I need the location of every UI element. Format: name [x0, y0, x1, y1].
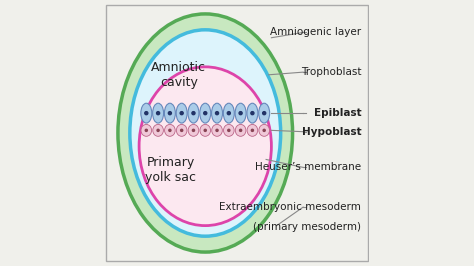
- Circle shape: [145, 112, 148, 115]
- Ellipse shape: [211, 103, 222, 123]
- Circle shape: [204, 129, 206, 131]
- Circle shape: [239, 112, 242, 115]
- Ellipse shape: [164, 103, 175, 123]
- Circle shape: [168, 112, 172, 115]
- Circle shape: [156, 112, 160, 115]
- Text: Heuser’s membrane: Heuser’s membrane: [255, 163, 361, 172]
- Circle shape: [145, 129, 147, 131]
- Ellipse shape: [247, 124, 258, 136]
- Text: Hypoblast: Hypoblast: [302, 127, 361, 137]
- Circle shape: [239, 129, 242, 131]
- Ellipse shape: [223, 103, 234, 123]
- Text: Extraembryonic mesoderm: Extraembryonic mesoderm: [219, 202, 361, 212]
- Circle shape: [228, 112, 230, 115]
- Circle shape: [204, 112, 207, 115]
- Ellipse shape: [118, 14, 292, 252]
- Circle shape: [263, 129, 265, 131]
- Circle shape: [169, 129, 171, 131]
- Circle shape: [228, 129, 230, 131]
- Text: Trophoblast: Trophoblast: [301, 67, 361, 77]
- Ellipse shape: [235, 103, 246, 123]
- Circle shape: [192, 129, 194, 131]
- Circle shape: [263, 112, 266, 115]
- Text: Amniogenic layer: Amniogenic layer: [270, 27, 361, 38]
- Text: Epiblast: Epiblast: [314, 108, 361, 118]
- Text: Primary
yolk sac: Primary yolk sac: [146, 156, 196, 184]
- Circle shape: [216, 129, 218, 131]
- Ellipse shape: [139, 67, 272, 226]
- Circle shape: [216, 112, 219, 115]
- Ellipse shape: [224, 124, 234, 136]
- Ellipse shape: [153, 103, 164, 123]
- Ellipse shape: [200, 103, 211, 123]
- Ellipse shape: [176, 124, 187, 136]
- Ellipse shape: [259, 124, 270, 136]
- Text: Amniotic
cavity: Amniotic cavity: [151, 61, 206, 89]
- Ellipse shape: [188, 103, 199, 123]
- Ellipse shape: [141, 124, 152, 136]
- Circle shape: [157, 129, 159, 131]
- Circle shape: [180, 112, 183, 115]
- Ellipse shape: [212, 124, 222, 136]
- Text: (primary mesoderm): (primary mesoderm): [254, 222, 361, 232]
- Ellipse shape: [200, 124, 210, 136]
- Ellipse shape: [153, 124, 164, 136]
- Circle shape: [251, 112, 254, 115]
- Circle shape: [181, 129, 183, 131]
- Ellipse shape: [164, 124, 175, 136]
- Ellipse shape: [141, 103, 152, 123]
- Ellipse shape: [235, 124, 246, 136]
- Ellipse shape: [176, 103, 187, 123]
- Ellipse shape: [188, 124, 199, 136]
- Ellipse shape: [247, 103, 258, 123]
- Circle shape: [251, 129, 254, 131]
- Ellipse shape: [130, 30, 281, 236]
- Circle shape: [192, 112, 195, 115]
- Ellipse shape: [259, 103, 270, 123]
